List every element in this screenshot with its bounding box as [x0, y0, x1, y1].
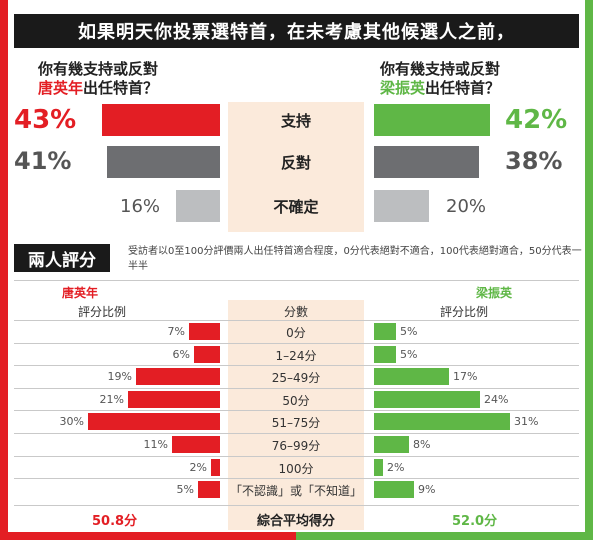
row-divider — [14, 365, 579, 367]
score-range-label: 25–49分 — [271, 371, 321, 386]
rating-note: 受訪者以0至100分評價兩人出任特首適合程度，0分代表絕對不適合，100代表絕對… — [128, 246, 582, 272]
rating-bar-right — [374, 481, 414, 499]
rating-percent-left: 21% — [99, 392, 124, 406]
rating-percent-left: 6% — [172, 347, 190, 361]
row-divider — [14, 410, 579, 412]
rating-percent-right: 5% — [400, 325, 418, 338]
score-range-label: 50分 — [282, 393, 310, 408]
rating-right-col-header: 評分比例 — [440, 305, 489, 319]
question-right-suffix: 出任特首？ — [425, 79, 501, 97]
row-divider — [14, 478, 579, 480]
question-left-suffix: 出任特首？ — [83, 79, 159, 97]
center-column-top — [228, 102, 364, 232]
row-divider — [14, 320, 579, 321]
row-divider — [14, 455, 579, 457]
rating-left-col-header: 評分比例 — [78, 305, 127, 319]
question-right-line1: 你有幾支持或反對 — [380, 60, 501, 78]
rating-bar-right — [374, 345, 396, 363]
poll-bar-right — [374, 104, 490, 136]
score-range-label: 100分 — [278, 461, 314, 476]
poll-percent-right: 38% — [505, 147, 563, 175]
rating-bar-right — [374, 458, 383, 476]
question-right: 你有幾支持或反對 梁振英出任特首？ — [380, 60, 500, 98]
poll-category-label: 不確定 — [273, 198, 319, 216]
poll-percent-left: 41% — [14, 147, 72, 175]
center-column-bottom — [228, 300, 364, 530]
question-right-line2: 梁振英出任特首？ — [380, 79, 500, 98]
rating-bar-right — [374, 368, 449, 386]
rating-section-title: 兩人評分 — [14, 244, 110, 272]
rating-bar-left — [189, 323, 220, 340]
rating-percent-left: 19% — [107, 370, 132, 384]
page-title: 如果明天你投票選特首，在未考慮其他候選人之前， — [14, 14, 579, 48]
right-average-score: 52.0分 — [452, 514, 498, 529]
rating-percent-left: 5% — [176, 483, 194, 497]
row-divider — [14, 342, 579, 344]
rating-bar-right — [374, 413, 510, 431]
rating-percent-left: 2% — [189, 460, 207, 474]
poll-bar-left — [107, 146, 220, 178]
rating-percent-right: 31% — [514, 415, 539, 429]
rating-center-col-header: 分數 — [283, 305, 308, 319]
score-range-label: 1–24分 — [275, 348, 317, 363]
rating-right-name: 梁振英 — [476, 286, 513, 300]
rating-percent-right: 2% — [387, 460, 405, 474]
poll-category-label: 反對 — [280, 154, 311, 172]
rating-percent-left: 30% — [59, 415, 84, 429]
candidate-name-right: 梁振英 — [380, 79, 426, 97]
rating-bar-left — [128, 390, 220, 408]
question-left-line1: 你有幾支持或反對 — [38, 60, 159, 78]
rating-percent-right: 9% — [418, 483, 436, 497]
rating-bar-right — [374, 390, 480, 408]
average-score-label: 綜合平均得分 — [256, 514, 335, 529]
score-range-label: 51–75分 — [271, 416, 321, 431]
poll-percent-right: 42% — [505, 105, 568, 135]
poll-bar-right — [374, 146, 479, 178]
score-range-label: 「不認識」或「不知道」 — [229, 484, 362, 499]
row-divider — [14, 433, 579, 434]
rating-bar-left — [136, 368, 220, 386]
score-range-label: 76–99分 — [271, 439, 321, 453]
rating-bar-left — [211, 458, 220, 476]
rating-bar-left — [88, 413, 220, 431]
left-average-score: 50.8分 — [92, 514, 138, 529]
row-divider — [14, 387, 579, 389]
divider — [14, 505, 579, 506]
bottom-green-edge — [296, 532, 593, 540]
rating-percent-right: 17% — [453, 370, 478, 384]
poll-bar-right — [374, 190, 429, 222]
rating-percent-left: 11% — [143, 438, 168, 451]
rating-bar-right — [374, 436, 409, 453]
rating-bar-left — [172, 436, 220, 453]
rating-percent-right: 24% — [484, 392, 509, 406]
rating-bar-left — [194, 345, 220, 363]
poll-category-label: 支持 — [280, 112, 311, 130]
poll-percent-left: 16% — [120, 196, 161, 217]
rating-bar-left — [198, 481, 220, 499]
poll-bar-left — [102, 104, 220, 136]
poll-percent-left: 43% — [14, 105, 77, 135]
rating-percent-left: 7% — [167, 325, 185, 338]
score-range-label: 0分 — [286, 326, 306, 340]
divider — [14, 280, 579, 281]
right-green-edge — [585, 0, 593, 540]
bottom-red-edge — [0, 532, 296, 540]
rating-percent-right: 5% — [400, 347, 418, 361]
left-red-edge — [0, 0, 8, 540]
poll-bar-left — [176, 190, 220, 222]
question-left: 你有幾支持或反對 唐英年出任特首？ — [38, 60, 158, 98]
candidate-name-left: 唐英年 — [38, 79, 84, 97]
rating-bar-right — [374, 323, 396, 340]
poll-percent-right: 20% — [446, 196, 487, 217]
rating-left-name: 唐英年 — [62, 286, 99, 300]
rating-percent-right: 8% — [413, 438, 431, 451]
question-left-line2: 唐英年出任特首？ — [38, 79, 158, 98]
